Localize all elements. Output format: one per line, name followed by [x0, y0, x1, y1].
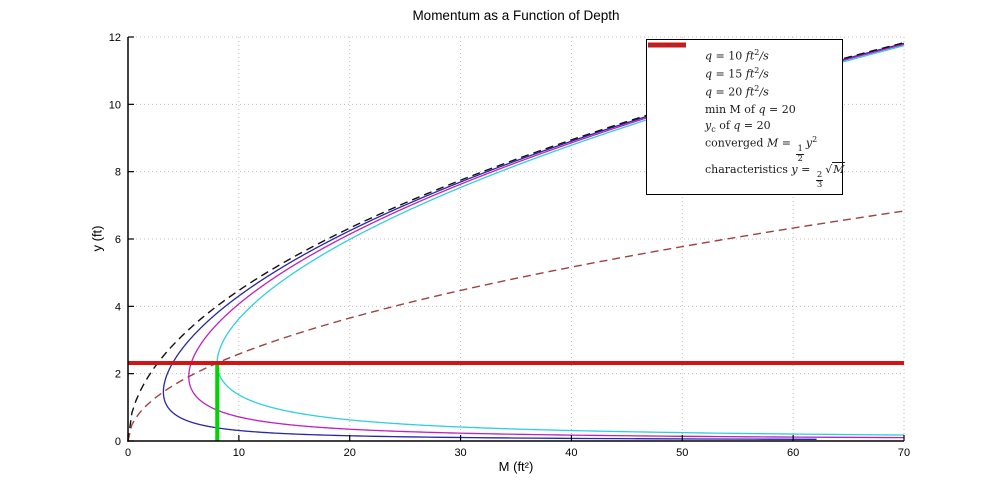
legend-label: q = 15 ft2/s [705, 65, 769, 81]
legend-line-sample [648, 42, 696, 132]
y-tick-label: 8 [115, 167, 121, 179]
legend-label: characteristics y = 2 3 √M [705, 162, 845, 190]
legend-label: yc of q = 20 [705, 119, 771, 135]
legend-line-sample [648, 42, 696, 114]
x-tick-label: 0 [125, 447, 131, 459]
curve-q15 [188, 43, 904, 439]
curve-characteristics [128, 210, 904, 441]
legend-label: min M of q = 20 [705, 102, 796, 116]
legend-entry: q = 15 ft2/s [647, 44, 842, 82]
legend-line-sample [648, 44, 696, 182]
legend-line-sample [648, 44, 696, 96]
x-tick-label: 30 [454, 447, 466, 459]
y-tick-label: 12 [109, 32, 121, 44]
y-axis-label: y (ft) [89, 225, 105, 252]
x-tick-label: 10 [233, 447, 245, 459]
legend-label: converged M = 1 2 y2 [705, 135, 818, 164]
y-tick-label: 4 [115, 301, 121, 313]
x-tick-label: 70 [898, 447, 910, 459]
legend-label: q = 10 ft2/s [705, 47, 769, 63]
chart-title: Momentum as a Function of Depth [412, 8, 620, 23]
legend-entry: q = 20 ft2/s [647, 44, 842, 100]
y-tick-label: 10 [109, 99, 121, 111]
legend-entry: converged M = 1 2 y2 [647, 44, 842, 164]
y-tick-label: 0 [115, 436, 121, 448]
legend-line-sample [648, 44, 696, 78]
x-tick-label: 50 [676, 447, 688, 459]
x-tick-label: 20 [344, 447, 356, 459]
legend: q = 10 ft2/s q = 15 ft2/s q = 20 ft2/s min … [646, 39, 845, 195]
legend-label: q = 20 ft2/s [705, 83, 769, 99]
legend-line-sample [648, 44, 696, 155]
legend-entry: min M of q = 20 [647, 42, 842, 118]
x-axis-label: M (ft²) [498, 459, 534, 474]
legend-entry: yc of q = 20 [647, 42, 842, 136]
legend-line-sample [648, 44, 696, 60]
x-tick-label: 60 [787, 447, 799, 459]
y-tick-label: 2 [115, 369, 121, 381]
x-tick-label: 40 [565, 447, 577, 459]
legend-entry: characteristics y = 2 3 √M [647, 44, 845, 190]
y-tick-label: 6 [115, 234, 121, 246]
